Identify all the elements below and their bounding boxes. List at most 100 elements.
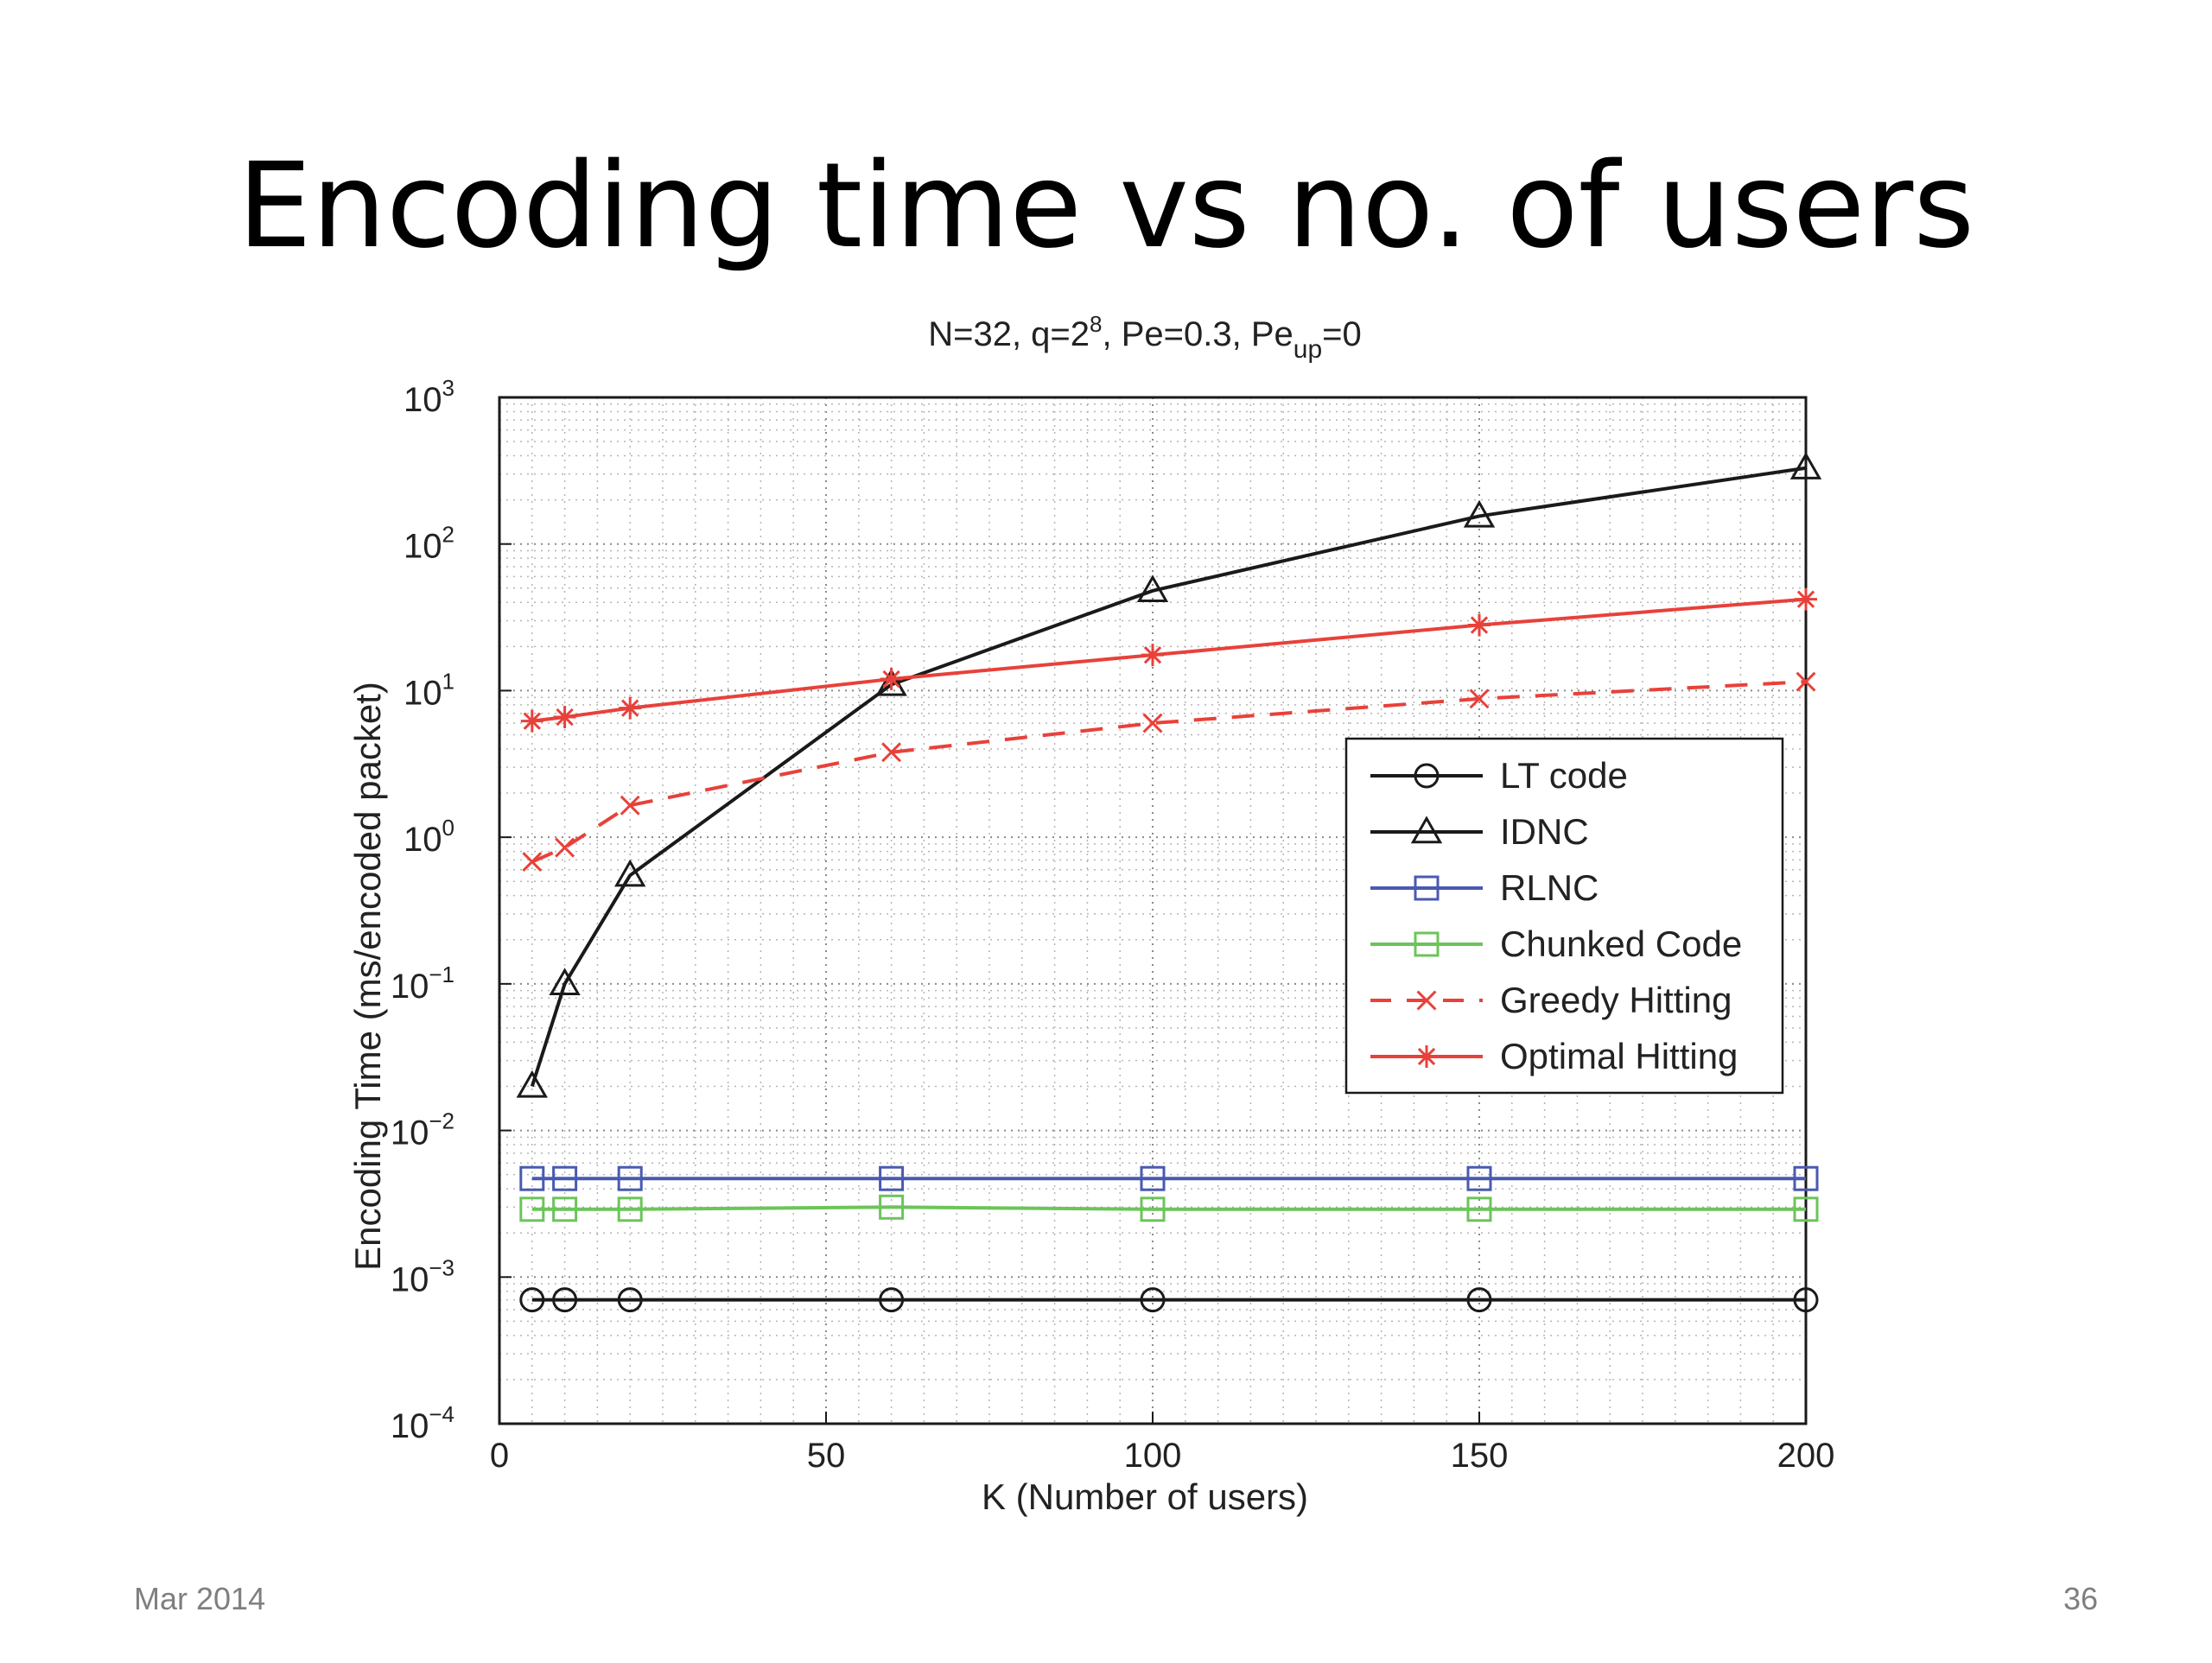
data-marker [549, 968, 581, 996]
data-marker [519, 1165, 545, 1191]
data-marker [1414, 763, 1440, 789]
x-marker-stroke [1416, 990, 1437, 1011]
data-marker [516, 1070, 548, 1098]
x-axis-label: K (Number of users) [982, 1476, 1308, 1517]
triangle-marker [549, 968, 581, 996]
data-marker [1414, 875, 1440, 901]
footer-date: Mar 2014 [134, 1581, 266, 1616]
triangle-marker [516, 1070, 548, 1098]
data-marker [881, 742, 902, 763]
data-marker [552, 1287, 578, 1313]
data-marker [555, 837, 575, 858]
data-marker [620, 795, 640, 816]
legend-item: Chunked Code [1370, 924, 1742, 964]
data-marker [1136, 574, 1169, 603]
square-marker [1793, 1165, 1819, 1191]
data-marker [1414, 931, 1440, 957]
x-marker-stroke [881, 742, 902, 763]
triangle-marker [1463, 499, 1496, 528]
data-marker [879, 1194, 905, 1220]
data-marker [617, 1196, 643, 1222]
data-marker [552, 1165, 578, 1191]
data-marker [519, 1196, 545, 1222]
series-line [531, 1205, 1806, 1211]
circle-marker [552, 1287, 578, 1313]
x-marker-stroke [1469, 689, 1490, 709]
legend-label: LT code [1500, 755, 1628, 796]
data-marker [1466, 1196, 1492, 1222]
y-tick-label: 10−1 [391, 962, 454, 1006]
star-marker-stroke [1470, 616, 1489, 634]
legend-label: Greedy Hitting [1500, 980, 1732, 1020]
data-marker [522, 852, 543, 873]
square-marker [552, 1196, 578, 1222]
x-marker-stroke [555, 837, 575, 858]
square-marker [519, 1165, 545, 1191]
square-marker [617, 1196, 643, 1222]
square-marker [879, 1165, 905, 1191]
y-tick-label: 100 [404, 815, 454, 859]
legend-item: Optimal Hitting [1370, 1036, 1738, 1076]
x-tick-label: 100 [1124, 1437, 1182, 1475]
circle-marker [879, 1287, 905, 1313]
series-rlnc [519, 1165, 1819, 1191]
data-marker [1416, 990, 1437, 1011]
star-marker-stroke [1796, 590, 1815, 608]
square-marker [1414, 931, 1440, 957]
y-tick-label: 10−4 [391, 1401, 454, 1445]
slide-title: Encoding time vs no. of users [237, 138, 1975, 275]
x-marker-stroke [522, 852, 543, 873]
y-tick-label: 102 [404, 522, 454, 566]
legend-item: LT code [1370, 755, 1628, 796]
triangle-marker [1136, 574, 1169, 603]
legend: LT code IDNC RLNC Chunked Code Greedy Hittin… [1344, 737, 1784, 1095]
triangle-marker [614, 859, 646, 887]
square-marker [1414, 875, 1440, 901]
data-marker [1466, 1287, 1492, 1313]
data-marker [880, 667, 903, 690]
circle-marker [1793, 1287, 1819, 1313]
data-marker [619, 696, 642, 720]
star-marker-stroke [523, 712, 541, 730]
square-marker [552, 1165, 578, 1191]
circle-marker [519, 1287, 545, 1313]
data-marker [553, 706, 576, 729]
series-greedy-hitting [522, 671, 1816, 873]
y-tick-label: 10−3 [391, 1254, 454, 1298]
data-marker [1463, 499, 1496, 528]
triangle-marker [1789, 452, 1822, 479]
chart-title: N=32, q=28, Pe=0.3, Peup=0 [928, 311, 1362, 364]
legend-item: Greedy Hitting [1370, 980, 1732, 1020]
series-group [516, 452, 1822, 1313]
y-tick-label: 101 [404, 668, 454, 712]
data-marker [1466, 1165, 1492, 1191]
star-marker-stroke [882, 670, 900, 689]
data-marker [552, 1196, 578, 1222]
data-marker [519, 1287, 545, 1313]
legend-label: IDNC [1500, 811, 1589, 852]
star-marker-stroke [556, 708, 574, 727]
tick-labels: 0 50 100 150 200 10−4 10−3 10−2 10−1 100 101 102 103 [391, 375, 1835, 1475]
square-marker [1793, 1196, 1819, 1222]
data-marker [1140, 1196, 1166, 1222]
square-marker [1466, 1165, 1492, 1191]
series-chunked-code [519, 1194, 1819, 1222]
legend-label: Chunked Code [1500, 924, 1742, 964]
data-marker [617, 1287, 643, 1313]
legend-item: IDNC [1370, 811, 1589, 852]
square-marker [617, 1165, 643, 1191]
axes [498, 396, 1808, 1425]
y-tick-label: 10−2 [391, 1108, 454, 1152]
data-marker [1141, 644, 1164, 667]
data-marker [1415, 1045, 1438, 1068]
triangle-marker [1410, 816, 1443, 844]
data-marker [1793, 1165, 1819, 1191]
data-marker [614, 859, 646, 887]
data-marker [1795, 587, 1817, 611]
data-marker [1142, 713, 1163, 733]
x-marker-stroke [1142, 713, 1163, 733]
circle-marker [1140, 1287, 1166, 1313]
legend-label: Optimal Hitting [1500, 1036, 1738, 1076]
data-marker [875, 668, 907, 696]
